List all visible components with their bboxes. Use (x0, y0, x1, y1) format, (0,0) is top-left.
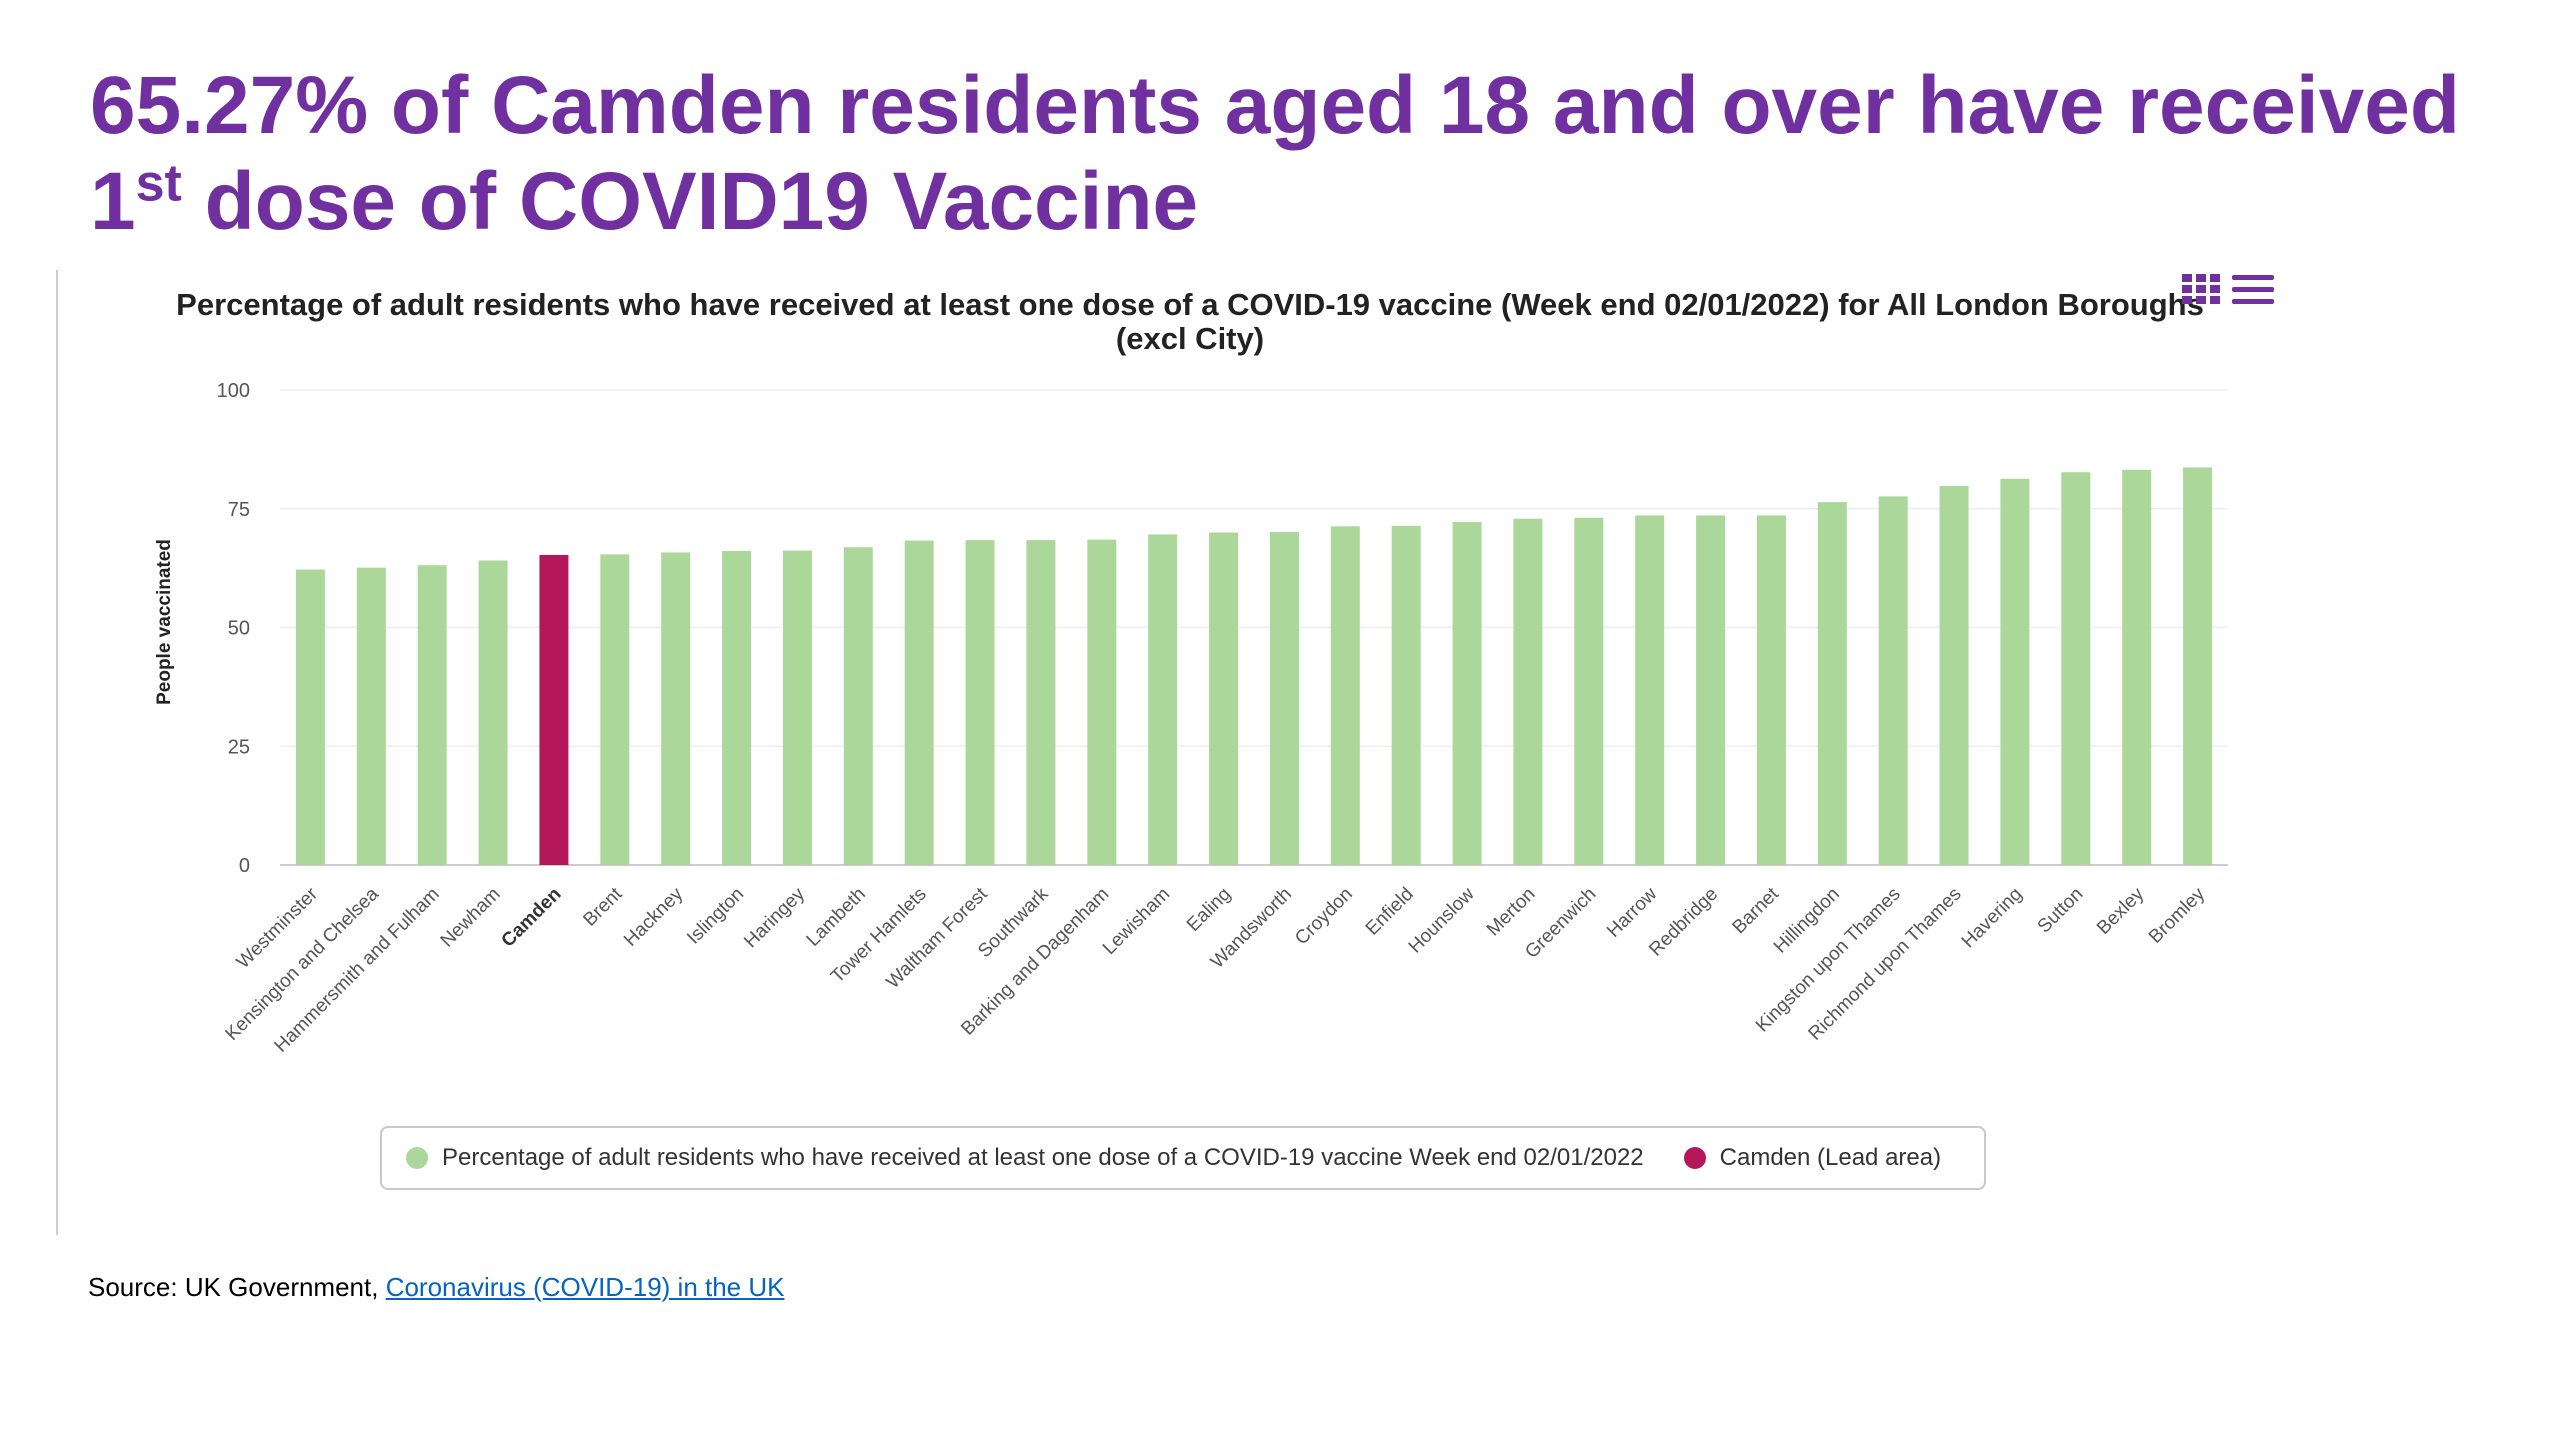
bar-hammersmith-and-fulham[interactable] (417, 565, 447, 865)
x-tick-label: Hackney (620, 883, 687, 950)
legend-marker-crimson (1683, 1147, 1706, 1169)
bar-camden[interactable] (539, 554, 569, 865)
bar-lewisham[interactable] (1148, 534, 1178, 865)
bar-kensington-and-chelsea[interactable] (356, 567, 386, 865)
y-tick-label: 75 (228, 499, 250, 521)
bar-waltham-forest[interactable] (965, 540, 995, 865)
chart-title: Percentage of adult residents who have r… (176, 287, 2204, 356)
x-tick-label: Havering (1958, 884, 2027, 953)
x-tick-label: Merton (1483, 884, 1540, 941)
legend-item-camden[interactable]: Camden (Lead area) (1683, 1144, 1942, 1172)
page-headline: 65.27% of Camden residents aged 18 and o… (90, 58, 2510, 250)
bar-hounslow[interactable] (1452, 522, 1482, 865)
bar-redbridge[interactable] (1696, 515, 1726, 865)
y-tick-label: 25 (228, 736, 250, 758)
chart-legend: Percentage of adult residents who have r… (380, 1126, 1986, 1190)
x-tick-label: Newham (437, 884, 505, 952)
legend-label-camden: Camden (Lead area) (1719, 1144, 1942, 1171)
x-tick-label: Ealing (1183, 884, 1235, 936)
y-tick-label: 100 (217, 380, 250, 402)
bar-bexley[interactable] (2122, 469, 2152, 865)
bar-kingston-upon-thames[interactable] (1878, 496, 1908, 865)
chart-frame-divider (56, 270, 58, 1235)
chart-bars (295, 467, 2213, 866)
bar-bromley[interactable] (2183, 467, 2213, 865)
bar-tower-hamlets[interactable] (904, 540, 934, 865)
x-tick-label: Barnet (1729, 883, 1784, 938)
legend-item-boroughs[interactable]: Percentage of adult residents who have r… (406, 1144, 1644, 1172)
x-tick-label: Camden (498, 884, 566, 952)
bar-lambeth[interactable] (843, 547, 873, 865)
bar-islington[interactable] (722, 551, 752, 865)
bar-havering[interactable] (2000, 478, 2030, 865)
bar-hillingdon[interactable] (1817, 502, 1847, 865)
bar-hackney[interactable] (661, 552, 691, 865)
bar-wandsworth[interactable] (1269, 532, 1299, 865)
headline-text-end: dose of COVID19 Vaccine (181, 156, 1199, 247)
y-tick-label: 50 (228, 618, 250, 640)
y-axis-title: People vaccinated (154, 539, 175, 705)
bar-croydon[interactable] (1330, 526, 1360, 865)
bar-merton[interactable] (1513, 518, 1543, 865)
x-tick-label: Brent (579, 883, 626, 930)
x-tick-label: Croydon (1291, 884, 1357, 950)
x-tick-label: Lewisham (1099, 884, 1174, 959)
legend-label-boroughs: Percentage of adult residents who have r… (442, 1144, 1644, 1171)
bar-ealing[interactable] (1209, 532, 1239, 866)
chart-gridlines (280, 389, 2228, 866)
x-tick-label: Hounslow (1405, 883, 1479, 957)
chart-controls (2182, 270, 2282, 310)
bar-richmond-upon-thames[interactable] (1939, 485, 1969, 865)
x-tick-label: Islington (683, 884, 748, 949)
bar-sutton[interactable] (2061, 472, 2091, 865)
bar-newham[interactable] (478, 560, 508, 865)
hamburger-menu-icon[interactable] (2232, 275, 2274, 304)
bar-harrow[interactable] (1635, 515, 1665, 865)
headline-superscript: st (135, 154, 182, 213)
legend-marker-green (406, 1147, 428, 1169)
bar-barking-and-dagenham[interactable] (1087, 539, 1117, 865)
bar-barnet[interactable] (1756, 515, 1786, 865)
x-tick-label: Harrow (1603, 883, 1661, 941)
bar-haringey[interactable] (782, 550, 812, 865)
bar-greenwich[interactable] (1574, 517, 1604, 865)
grid-icon[interactable] (2182, 274, 2220, 304)
source-link[interactable]: Coronavirus (COVID-19) in the UK (385, 1272, 785, 1302)
y-axis-ticks: 0 25 50 75 100 (217, 380, 250, 877)
bar-westminster[interactable] (295, 569, 325, 865)
y-tick-label: 0 (239, 855, 250, 877)
x-tick-label: Bromley (2145, 883, 2209, 947)
bar-brent[interactable] (600, 554, 630, 865)
bar-southwark[interactable] (1026, 540, 1056, 865)
bar-enfield[interactable] (1391, 525, 1421, 865)
x-tick-label: Bexley (2093, 883, 2149, 939)
source-note: Source: UK Government, Coronavirus (COVI… (88, 1272, 785, 1303)
x-tick-label: Haringey (740, 883, 809, 952)
headline-text: 65.27% of Camden residents aged 18 and o… (90, 60, 2460, 247)
x-tick-label: Enfield (1362, 884, 1418, 940)
x-tick-label: Sutton (2034, 884, 2088, 938)
source-prefix: Source: UK Government, (88, 1272, 386, 1302)
